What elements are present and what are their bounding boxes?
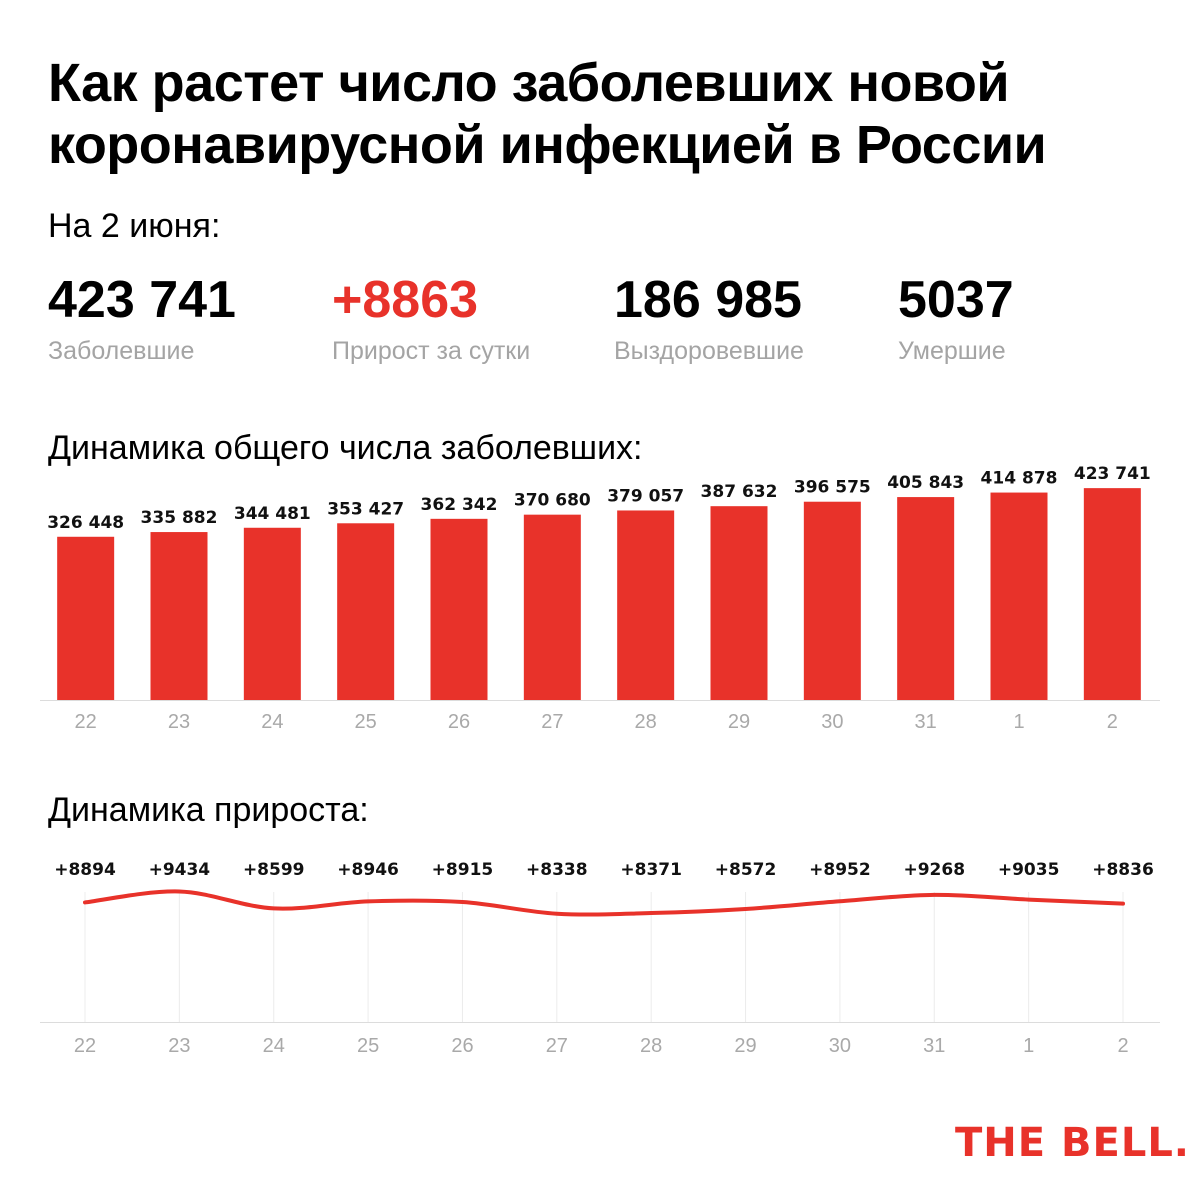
bar-x-tick-22: 22 <box>75 711 97 733</box>
line-x-tick-22: 22 <box>74 1035 96 1057</box>
stat-recovered-label: Выздоровевшие <box>614 337 804 365</box>
bar-24 <box>243 527 301 700</box>
line-x-tick-26: 26 <box>451 1035 473 1057</box>
line-value-label-29: +8572 <box>715 860 777 880</box>
bar-value-label-1: 414 878 <box>981 469 1058 489</box>
line-value-label-31: +9268 <box>903 860 965 880</box>
line-value-label-22: +8894 <box>54 860 116 880</box>
line-x-tick-28: 28 <box>640 1035 662 1057</box>
bar-2 <box>1083 488 1141 700</box>
bar-29 <box>710 506 768 700</box>
line-x-tick-27: 27 <box>546 1035 568 1057</box>
bar-chart-title: Динамика общего числа заболевших: <box>48 429 643 467</box>
line-x-tick-30: 30 <box>829 1035 851 1057</box>
stat-daily-increase: +8863 Прирост за сутки <box>332 270 530 366</box>
line-value-label-24: +8599 <box>243 860 305 880</box>
line-x-tick-25: 25 <box>357 1035 379 1057</box>
line-value-label-27: +8338 <box>526 860 588 880</box>
bar-25 <box>337 523 395 700</box>
stat-deaths: 5037 Умершие <box>898 270 1014 366</box>
line-value-label-2: +8836 <box>1092 860 1154 880</box>
bar-x-tick-29: 29 <box>728 711 750 733</box>
stat-recovered-value: 186 985 <box>614 271 802 329</box>
line-x-tick-24: 24 <box>263 1035 285 1057</box>
line-value-label-25: +8946 <box>337 860 399 880</box>
bar-value-label-23: 335 882 <box>141 508 218 528</box>
stat-daily-increase-value: +8863 <box>332 271 479 329</box>
stat-deaths-label: Умершие <box>898 337 1006 365</box>
bar-x-tick-30: 30 <box>821 711 843 733</box>
increase-series-line <box>83 889 1125 917</box>
bar-26 <box>430 518 488 700</box>
bar-x-tick-27: 27 <box>541 711 563 733</box>
bar-value-label-26: 362 342 <box>421 495 498 515</box>
bar-x-tick-31: 31 <box>915 711 937 733</box>
stat-recovered: 186 985 Выздоровевшие <box>614 270 804 366</box>
line-value-label-1: +9035 <box>998 860 1060 880</box>
bar-30 <box>803 501 861 700</box>
the-bell-logo: THE BELL. <box>955 1120 1190 1166</box>
bar-31 <box>897 497 955 700</box>
bar-x-tick-1: 1 <box>1013 711 1024 733</box>
stat-cases-value: 423 741 <box>48 271 236 329</box>
bar-value-label-22: 326 448 <box>47 513 124 533</box>
stat-cases: 423 741 Заболевшие <box>48 270 236 366</box>
bar-value-label-30: 396 575 <box>794 478 871 498</box>
bar-x-tick-24: 24 <box>261 711 283 733</box>
bar-value-label-25: 353 427 <box>327 499 404 519</box>
bar-x-tick-28: 28 <box>635 711 657 733</box>
bar-value-label-28: 379 057 <box>607 486 684 506</box>
bar-value-label-24: 344 481 <box>234 504 311 524</box>
line-value-label-26: +8915 <box>432 860 494 880</box>
line-x-tick-31: 31 <box>923 1035 945 1057</box>
bar-x-tick-26: 26 <box>448 711 470 733</box>
stat-deaths-value: 5037 <box>898 271 1014 329</box>
line-chart-title: Динамика прироста: <box>48 791 369 829</box>
line-value-label-23: +9434 <box>149 860 211 880</box>
date-label: На 2 июня: <box>48 207 221 245</box>
bar-22 <box>57 536 115 700</box>
stat-cases-label: Заболевшие <box>48 337 195 365</box>
line-x-tick-29: 29 <box>734 1035 756 1057</box>
line-x-tick-1: 1 <box>1023 1035 1034 1057</box>
bar-x-tick-23: 23 <box>168 711 190 733</box>
bar-1 <box>990 492 1048 700</box>
line-value-label-30: +8952 <box>809 860 871 880</box>
bar-value-label-2: 423 741 <box>1074 464 1151 484</box>
line-x-tick-23: 23 <box>168 1035 190 1057</box>
bar-x-tick-2: 2 <box>1107 711 1118 733</box>
bar-value-label-29: 387 632 <box>701 482 778 502</box>
bar-value-label-31: 405 843 <box>887 473 964 493</box>
bar-value-label-27: 370 680 <box>514 491 591 511</box>
page-title: Как растет число заболевших новой корона… <box>48 53 1047 175</box>
bar-28 <box>617 510 675 700</box>
bar-23 <box>150 532 208 700</box>
bar-27 <box>523 514 581 700</box>
line-x-tick-2: 2 <box>1117 1035 1128 1057</box>
line-value-label-28: +8371 <box>620 860 682 880</box>
stat-daily-increase-label: Прирост за сутки <box>332 337 531 365</box>
bar-x-tick-25: 25 <box>355 711 377 733</box>
